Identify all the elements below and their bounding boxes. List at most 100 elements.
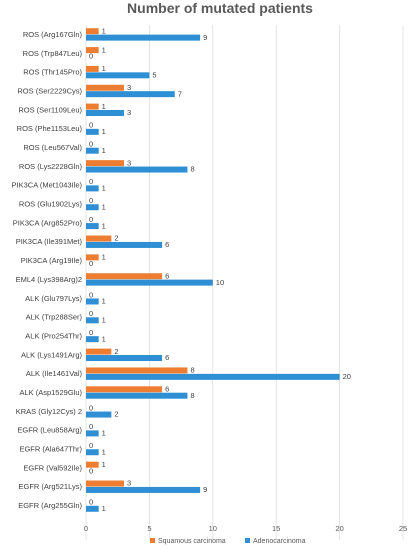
data-label: 1 xyxy=(102,102,106,111)
category-label: EML4 (Lys398Arg)2 xyxy=(16,275,82,284)
bar-squamous xyxy=(86,386,163,393)
data-label: 0 xyxy=(89,498,93,507)
bar-adenocarcinoma xyxy=(86,336,99,343)
category-labels: ROS (Arg167Gln) ROS (Trp847Leu) ROS (Thr14… xyxy=(12,30,83,510)
data-label: 1 xyxy=(102,26,106,35)
category-label: ALK (Asp1529Glu) xyxy=(19,388,82,397)
data-label: 2 xyxy=(114,347,118,356)
data-label: 7 xyxy=(178,89,182,98)
data-label: 3 xyxy=(127,479,131,488)
data-label: 1 xyxy=(102,45,106,54)
data-label: 1 xyxy=(102,334,106,343)
data-label: 0 xyxy=(89,121,93,130)
category-label: ALK (Lys1491Arg) xyxy=(21,350,83,359)
data-label: 9 xyxy=(203,33,207,42)
bar-adenocarcinoma xyxy=(86,91,175,98)
data-label: 5 xyxy=(152,71,156,80)
bar-squamous xyxy=(86,367,188,374)
bar-adenocarcinoma xyxy=(86,430,99,437)
category-label: ROS (Trp847Leu) xyxy=(23,49,83,58)
bar-squamous xyxy=(86,254,99,261)
category-label: KRAS (Gly12Cys) 2 xyxy=(16,407,82,416)
bar-adenocarcinoma xyxy=(86,241,163,248)
data-label: 3 xyxy=(127,158,131,167)
data-label: 0 xyxy=(89,441,93,450)
data-label: 2 xyxy=(114,234,118,243)
data-label: 1 xyxy=(102,146,106,155)
data-label: 6 xyxy=(165,240,169,249)
data-label: 1 xyxy=(102,64,106,73)
bar-adenocarcinoma xyxy=(86,110,125,117)
data-label: 0 xyxy=(89,215,93,224)
category-label: ROS (Arg167Gln) xyxy=(23,30,83,39)
category-label: ALK (Trp288Ser) xyxy=(26,313,83,322)
x-tick-label: 5 xyxy=(147,524,151,533)
bar-adenocarcinoma xyxy=(86,298,99,305)
bar-squamous xyxy=(86,480,125,487)
data-label: 1 xyxy=(102,316,106,325)
category-label: ALK (Glu797Lys) xyxy=(25,294,82,303)
category-label: ROS (Thr145Pro) xyxy=(23,68,82,77)
data-label: 6 xyxy=(165,385,169,394)
data-label: 6 xyxy=(165,271,169,280)
data-label: 2 xyxy=(114,410,118,419)
bar-adenocarcinoma xyxy=(86,486,201,493)
bar-adenocarcinoma xyxy=(86,392,188,399)
legend-label: Adenocarcinoma xyxy=(253,538,306,545)
bar-adenocarcinoma xyxy=(86,317,99,324)
data-label: 1 xyxy=(102,460,106,469)
x-tick-label: 10 xyxy=(209,524,217,533)
category-label: ALK (Pro254Thr) xyxy=(25,331,82,340)
bar-adenocarcinoma xyxy=(86,279,213,286)
bar-adenocarcinoma xyxy=(86,373,340,380)
bar-adenocarcinoma xyxy=(86,204,99,211)
bar-adenocarcinoma xyxy=(86,223,99,230)
bar-squamous xyxy=(86,160,125,167)
bar-adenocarcinoma xyxy=(86,34,201,41)
bar-squamous xyxy=(86,461,99,468)
bar-adenocarcinoma xyxy=(86,128,99,135)
bar-adenocarcinoma xyxy=(86,355,163,362)
bars xyxy=(86,28,340,512)
data-label: 0 xyxy=(89,177,93,186)
data-label: 1 xyxy=(102,253,106,262)
legend-swatch xyxy=(150,538,155,543)
data-label: 1 xyxy=(102,127,106,136)
bar-adenocarcinoma xyxy=(86,72,150,79)
legend: Squamous carcinoma Adenocarcinoma xyxy=(150,538,306,545)
category-label: PIK3CA (Arg19Ile) xyxy=(21,256,83,265)
bar-squamous xyxy=(86,235,112,242)
data-label: 0 xyxy=(89,290,93,299)
data-label: 0 xyxy=(89,140,93,149)
category-label: PIK3CA (Met1043Ile) xyxy=(12,181,83,190)
x-tick-label: 25 xyxy=(399,524,407,533)
data-label: 3 xyxy=(127,83,131,92)
category-label: PIK3CA (Arg852Pro) xyxy=(13,218,83,227)
legend-swatch xyxy=(245,538,250,543)
data-label: 0 xyxy=(89,52,93,61)
category-label: EGFR (Val592Ile) xyxy=(23,463,82,472)
legend-label: Squamous carcinoma xyxy=(158,538,226,545)
data-label: 8 xyxy=(190,391,194,400)
data-label: 0 xyxy=(89,196,93,205)
data-label: 0 xyxy=(89,422,93,431)
data-label: 8 xyxy=(190,165,194,174)
bar-squamous xyxy=(86,28,99,35)
category-label: EGFR (Ala647Thr) xyxy=(19,445,82,454)
data-label: 0 xyxy=(89,403,93,412)
category-label: EGFR (Arg521Lys) xyxy=(19,482,83,491)
category-label: ROS (Leu567Val) xyxy=(23,143,82,152)
data-label: 0 xyxy=(89,309,93,318)
data-label: 6 xyxy=(165,353,169,362)
bar-squamous xyxy=(86,348,112,355)
bar-adenocarcinoma xyxy=(86,449,99,456)
data-label: 1 xyxy=(102,221,106,230)
bar-adenocarcinoma xyxy=(86,505,99,512)
data-label: 1 xyxy=(102,202,106,211)
data-label: 8 xyxy=(190,366,194,375)
data-label: 1 xyxy=(102,429,106,438)
data-label: 0 xyxy=(89,259,93,268)
data-label: 9 xyxy=(203,485,207,494)
bar-squamous xyxy=(86,47,99,54)
